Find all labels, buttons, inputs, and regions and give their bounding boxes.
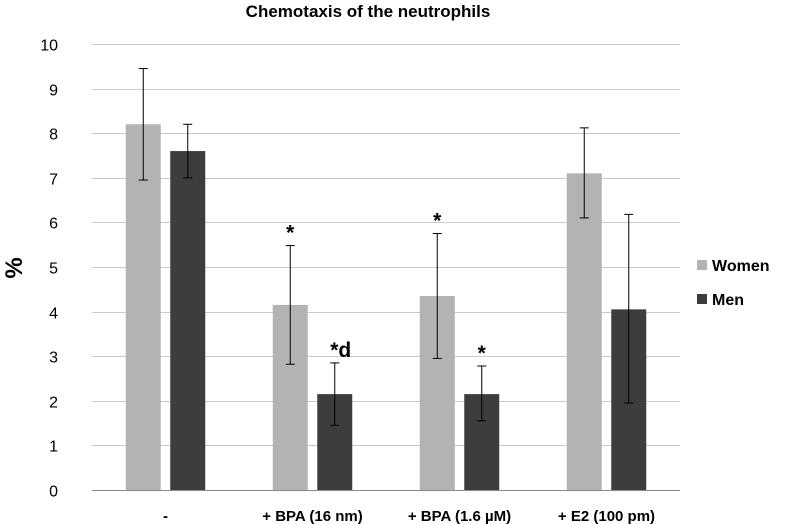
y-tick-label: 2 [49,395,58,412]
x-category-labels: - + BPA (16 nm) + BPA (1.6 µM) + E2 (100 pm… [163,508,655,524]
legend-swatch [697,294,707,304]
y-tick-label: 6 [49,216,58,233]
y-tick-label: 10 [40,38,58,55]
y-tick-label: 1 [49,439,58,456]
x-category-label: - [163,508,168,524]
y-tick-label: 0 [49,484,58,501]
legend: Women Men [697,258,769,309]
significance-label: * [478,342,487,365]
y-tick-label: 4 [49,306,58,323]
chart-title: Chemotaxis of the neutrophils [246,2,491,21]
bar [566,173,602,490]
significance-label: * [286,222,295,245]
y-tick-label: 8 [49,127,58,144]
y-axis-label: % [1,257,28,278]
y-tick-labels: 0 1 2 3 4 5 6 7 8 9 10 [40,38,58,501]
x-category-label: + BPA (16 nm) [262,508,362,524]
x-category-label: + E2 (100 pm) [558,508,655,524]
bar [170,151,206,491]
significance-label: * [433,210,442,233]
bar [125,124,161,490]
y-tick-label: 3 [49,350,58,367]
significance-label: *d [330,339,351,362]
y-tick-label: 7 [49,172,58,189]
error-bars [138,68,634,426]
legend-label: Men [712,292,744,309]
y-tick-label: 9 [49,83,58,100]
x-category-label: + BPA (1.6 µM) [408,508,511,524]
bars [125,124,647,491]
significance-annotations: * *d * * [286,210,487,365]
legend-label: Women [712,258,769,275]
y-tick-label: 5 [49,261,58,278]
legend-swatch [697,260,707,270]
